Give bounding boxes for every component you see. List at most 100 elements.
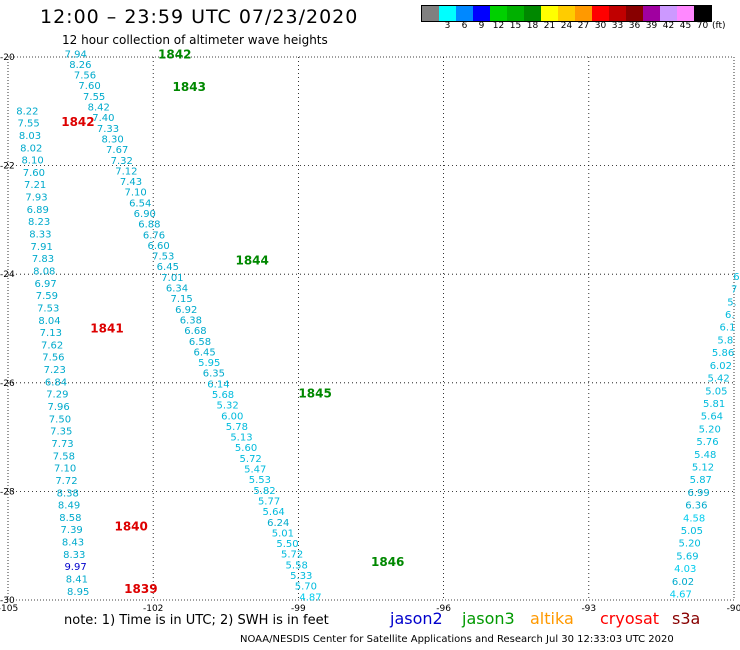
wave-height-label: 7.93 — [25, 193, 47, 204]
wave-height-label: 8.02 — [20, 143, 42, 154]
wave-height-label: 5.60 — [235, 443, 257, 454]
wave-height-label: 7.10 — [54, 464, 76, 475]
wave-height-label: 5.20 — [679, 539, 701, 550]
wave-height-label: 7.29 — [46, 390, 68, 401]
wave-height-label: 7.39 — [61, 525, 83, 536]
wave-height-label: 5.01 — [272, 528, 294, 539]
wave-height-label: 8.33 — [29, 230, 51, 241]
wave-height-label: 7.94 — [65, 49, 87, 60]
wave-height-label: 6.99 — [687, 488, 709, 499]
wave-height-label: 6.97 — [34, 279, 56, 290]
wave-height-label: 5.13 — [230, 433, 252, 444]
legend-unit: (ft) — [712, 21, 726, 31]
wave-height-label: 5.53 — [249, 475, 271, 486]
wave-height-label: 6.60 — [147, 241, 169, 252]
wave-height-label: 5.87 — [690, 475, 712, 486]
legend-tick-label: 21 — [543, 21, 556, 31]
wave-height-label: 7.55 — [18, 119, 40, 130]
legend-tick-label: 3 — [444, 21, 451, 31]
legend-tick-label: 70 — [696, 21, 709, 31]
wave-height-label: 6.54 — [129, 198, 151, 209]
wave-height-label: 6.02 — [672, 577, 694, 588]
wave-height-label: 5.77 — [258, 496, 280, 507]
wave-height-label: 8.41 — [66, 575, 88, 586]
wave-height-label: 8.03 — [19, 131, 41, 142]
satellite-label-cryosat: cryosat — [600, 609, 660, 628]
legend-tick-label: 18 — [526, 21, 539, 31]
pass-time-label: 1846 — [371, 555, 404, 569]
x-tick-label: -93 — [581, 604, 596, 614]
legend-swatch — [473, 6, 490, 21]
wave-height-label: 6.35 — [203, 369, 225, 380]
legend-swatch — [575, 6, 592, 21]
legend-swatch — [592, 6, 609, 21]
y-tick-label: -20 — [0, 53, 15, 63]
wave-height-label: 7.23 — [44, 365, 66, 376]
wave-height-label: 7.56 — [42, 353, 64, 364]
legend-swatch — [694, 6, 711, 21]
pass-time-label: 1844 — [235, 254, 268, 268]
wave-height-label: 6.92 — [175, 305, 197, 316]
wave-height-label: 7.73 — [51, 439, 73, 450]
wave-height-label: 7.62 — [41, 340, 63, 351]
wave-height-label: 5.50 — [276, 539, 298, 550]
wave-height-label: 4.87 — [299, 592, 321, 603]
wave-height-label: 7.43 — [120, 177, 142, 188]
wave-height-label: 8.49 — [58, 501, 80, 512]
wave-height-label: 4.67 — [670, 590, 692, 601]
footer-credit: NOAA/NESDIS Center for Satellite Applica… — [240, 634, 674, 645]
y-tick-label: -30 — [0, 596, 15, 606]
legend-tick-label: 39 — [645, 21, 658, 31]
legend-tick-label: 30 — [594, 21, 607, 31]
legend-swatch — [626, 6, 643, 21]
wave-height-label: 5.78 — [226, 422, 248, 433]
legend-swatch — [439, 6, 456, 21]
wave-height-label: 6.02 — [710, 361, 732, 372]
wave-height-label: 7.96 — [48, 402, 70, 413]
wave-height-label: 5.58 — [286, 560, 308, 571]
wave-height-label: 7.32 — [111, 156, 133, 167]
wave-height-label: 7.40 — [92, 113, 114, 124]
wave-height-label: 8.33 — [63, 550, 85, 561]
legend-swatch — [660, 6, 677, 21]
legend-tick-label: 6 — [461, 21, 468, 31]
legend-tick-label: 27 — [577, 21, 590, 31]
wave-height-label: 6.24 — [267, 518, 289, 529]
plot-frame — [7, 56, 735, 601]
y-tick-label: -22 — [0, 162, 15, 172]
wave-height-label: 6.14 — [207, 379, 229, 390]
x-tick-label: -90 — [727, 604, 740, 614]
wave-height-label: 7.50 — [49, 414, 71, 425]
wave-height-label: 8.38 — [57, 488, 79, 499]
wave-height-label: 8.95 — [67, 587, 89, 598]
wave-height-label: 7.55 — [83, 92, 105, 103]
wave-height-label: 6.68 — [184, 326, 206, 337]
legend-swatch — [558, 6, 575, 21]
wave-height-label: 5.68 — [212, 390, 234, 401]
wave-height-label: 9.97 — [64, 562, 86, 573]
pass-time-label: 1845 — [298, 387, 331, 401]
wave-height-label: 7.91 — [31, 242, 53, 253]
wave-height-label: 7.35 — [50, 427, 72, 438]
wave-height-label: 4.58 — [683, 513, 705, 524]
legend-swatch — [507, 6, 524, 21]
legend-tick-label: 12 — [492, 21, 505, 31]
wave-height-label: 5.33 — [290, 571, 312, 582]
wave-height-label: 5.32 — [217, 401, 239, 412]
wave-height-label: 6.45 — [194, 347, 216, 358]
wave-height-label: 6.58 — [189, 337, 211, 348]
wave-height-label: 5.72 — [281, 550, 303, 561]
wave-height-label: 7.12 — [115, 166, 137, 177]
wave-height-label: 7.53 — [152, 252, 174, 263]
wave-height-label: 6 — [733, 272, 739, 283]
satellite-label-jason2: jason2 — [390, 609, 443, 628]
x-tick-label: -99 — [291, 604, 306, 614]
satellite-label-s3a: s3a — [672, 609, 701, 628]
legend-swatch — [422, 6, 439, 21]
wave-height-label: 7.58 — [53, 451, 75, 462]
wave-height-label: 5.12 — [692, 463, 714, 474]
wave-height-label: 5.76 — [696, 437, 718, 448]
wave-height-label: 5.48 — [694, 450, 716, 461]
pass-time-label: 1842 — [158, 47, 191, 61]
